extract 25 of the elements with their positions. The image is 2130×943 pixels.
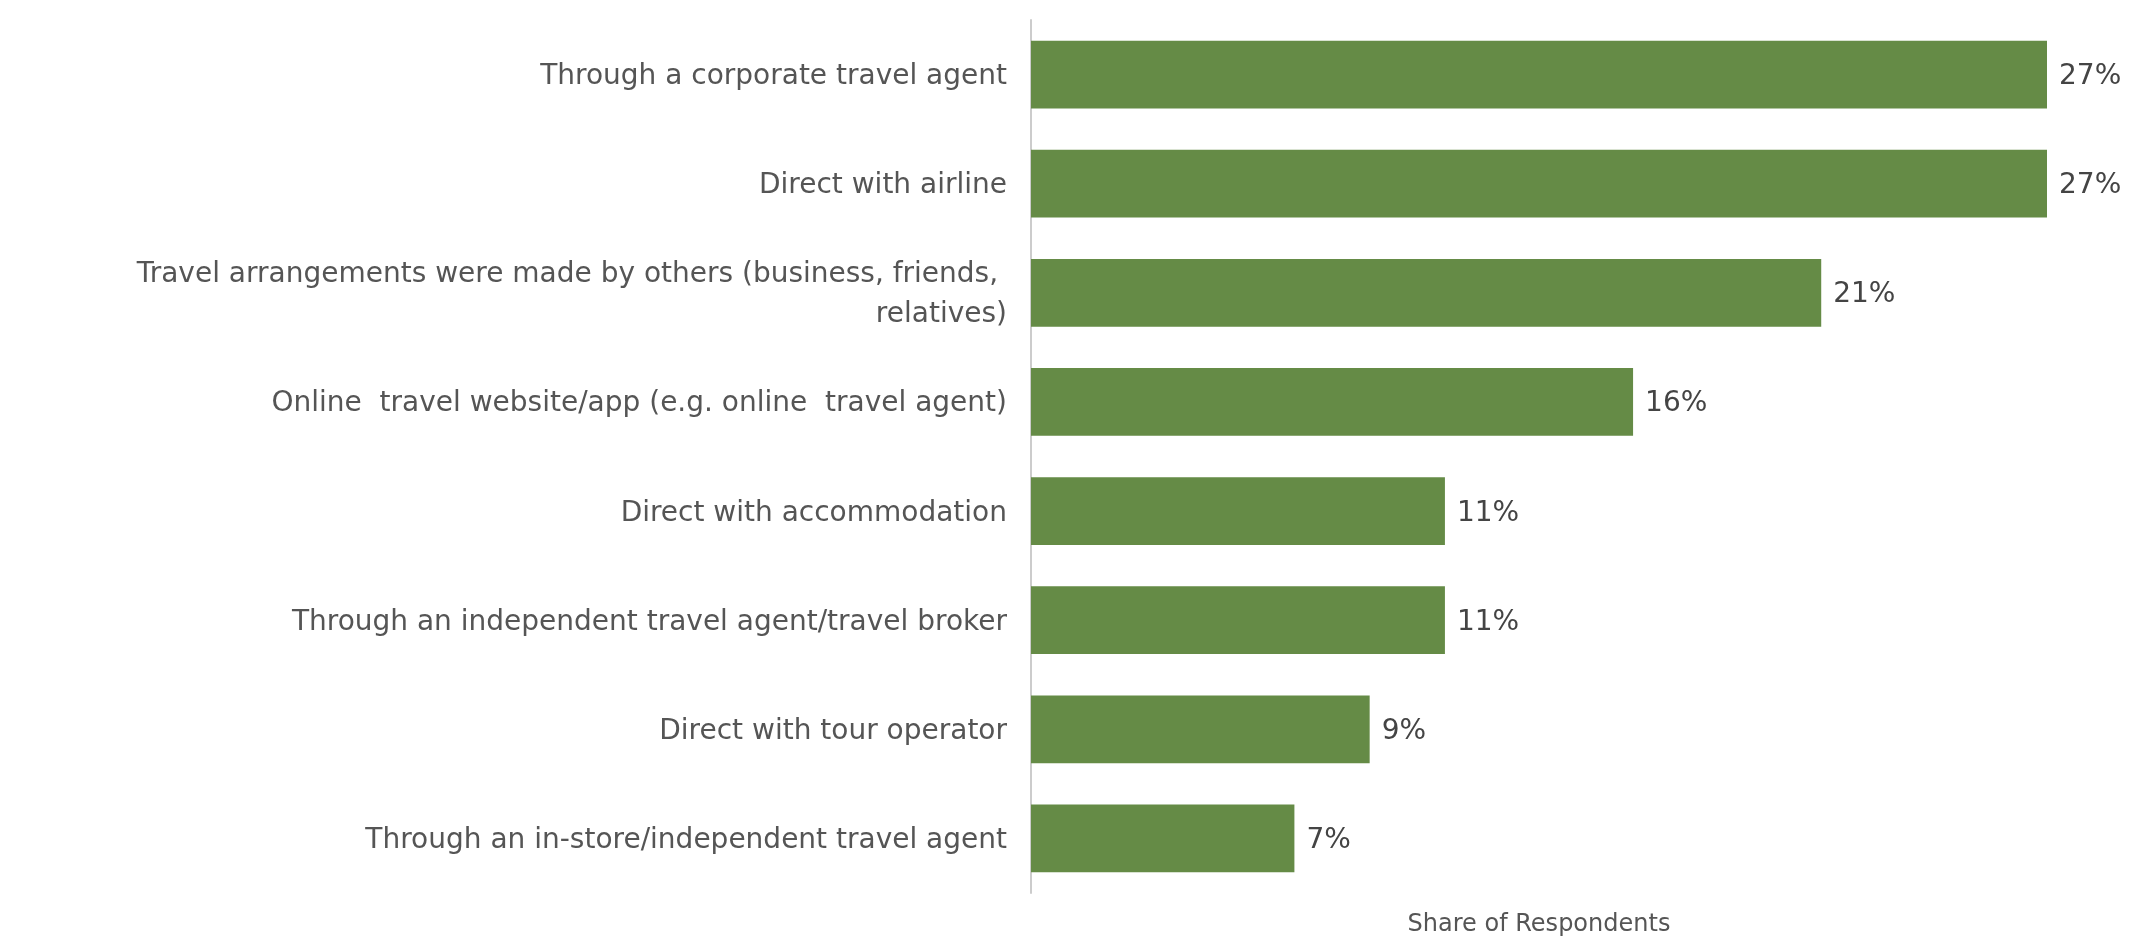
bar xyxy=(1031,149,2047,218)
bar xyxy=(1031,40,2047,109)
y-tick-label: Online travel website/app (e.g. online travel agent) xyxy=(271,385,1007,419)
bar xyxy=(1031,258,1822,327)
bar xyxy=(1031,477,1445,545)
data-label: 27% xyxy=(2059,58,2122,92)
bar xyxy=(1031,368,1634,436)
y-tick-label: Through a corporate travel agent xyxy=(539,58,1008,92)
y-tick-label: Travel arrangements were made by others (business, friends, relatives) xyxy=(135,256,1007,330)
data-label: 11% xyxy=(1456,494,1520,528)
y-tick-label: Direct with tour operator xyxy=(659,712,1008,746)
data-label: 21% xyxy=(1833,276,1896,310)
data-label: 7% xyxy=(1306,821,1351,855)
y-tick-label: Direct with accommodation xyxy=(620,494,1007,528)
y-tick-label: Through an in-store/independent travel agent xyxy=(364,821,1008,855)
data-label: 27% xyxy=(2059,167,2122,201)
bar xyxy=(1031,804,1295,873)
bar xyxy=(1031,695,1370,764)
data-label: 16% xyxy=(1645,385,1708,419)
y-tick-label: Through an independent travel agent/travel broker xyxy=(290,603,1008,637)
y-tick-label: Direct with airline xyxy=(758,167,1007,201)
bar xyxy=(1031,586,1445,655)
x-axis-title: Share of Respondents xyxy=(1407,909,1671,937)
data-label: 11% xyxy=(1456,603,1520,637)
data-label: 9% xyxy=(1381,712,1427,746)
